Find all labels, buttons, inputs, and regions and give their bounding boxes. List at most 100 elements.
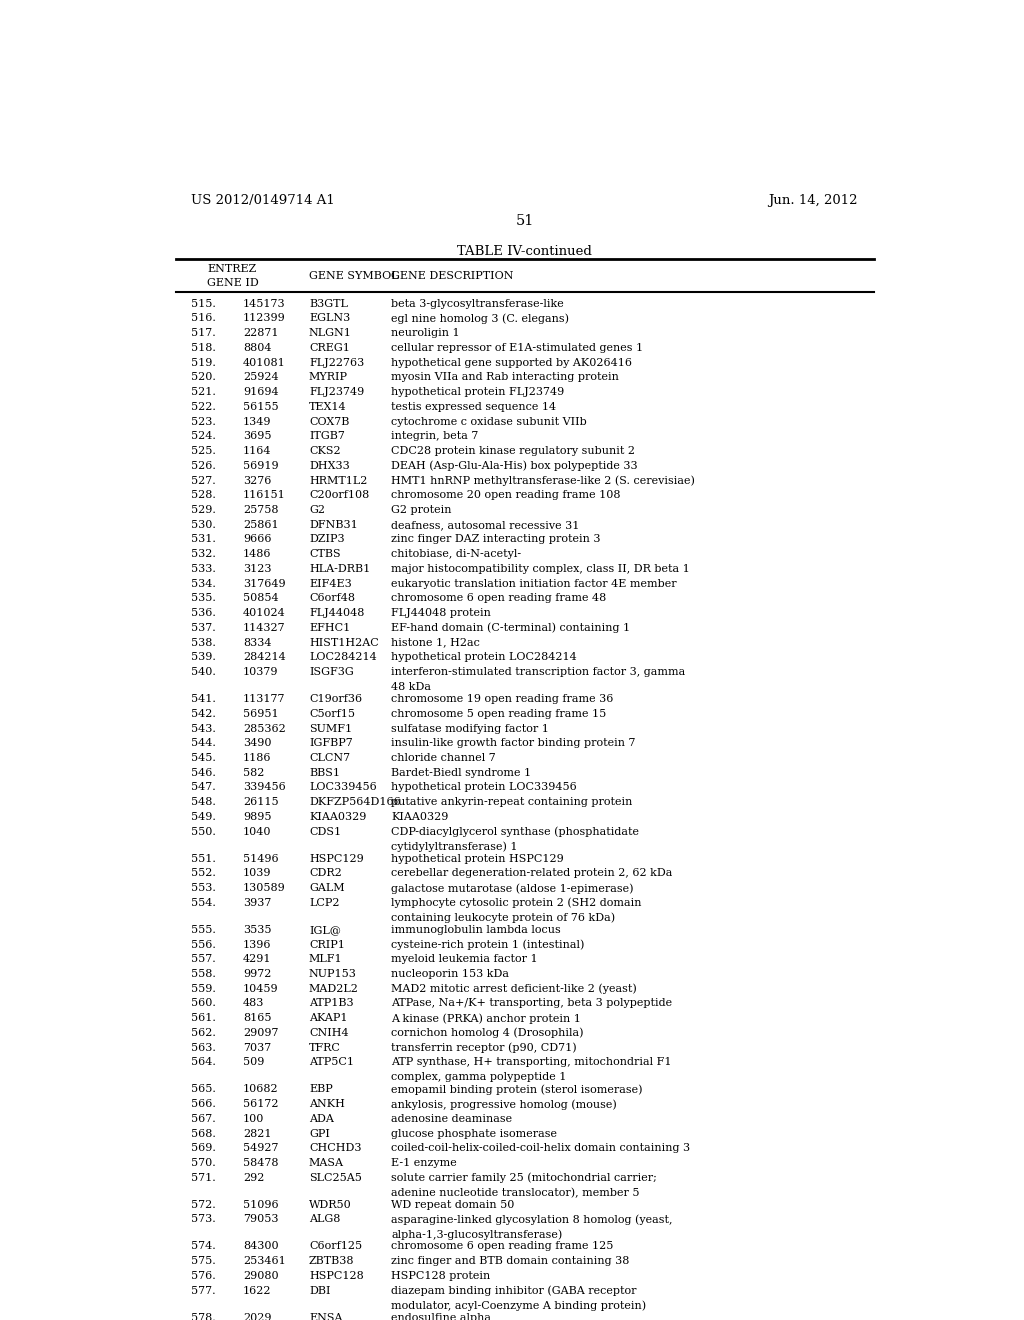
Text: glucose phosphate isomerase: glucose phosphate isomerase: [391, 1129, 557, 1139]
Text: hypothetical protein FLJ23749: hypothetical protein FLJ23749: [391, 387, 564, 397]
Text: 547.: 547.: [191, 783, 216, 792]
Text: 568.: 568.: [191, 1129, 216, 1139]
Text: US 2012/0149714 A1: US 2012/0149714 A1: [191, 194, 335, 207]
Text: 557.: 557.: [191, 954, 216, 964]
Text: 8334: 8334: [243, 638, 271, 648]
Text: 565.: 565.: [191, 1084, 216, 1094]
Text: cellular repressor of E1A-stimulated genes 1: cellular repressor of E1A-stimulated gen…: [391, 343, 644, 352]
Text: 112399: 112399: [243, 313, 286, 323]
Text: ENSA: ENSA: [309, 1312, 342, 1320]
Text: 509: 509: [243, 1057, 264, 1068]
Text: 401024: 401024: [243, 609, 286, 618]
Text: NLGN1: NLGN1: [309, 329, 352, 338]
Text: 526.: 526.: [191, 461, 216, 471]
Text: ADA: ADA: [309, 1114, 334, 1123]
Text: 564.: 564.: [191, 1057, 216, 1068]
Text: 542.: 542.: [191, 709, 216, 719]
Text: HMT1 hnRNP methyltransferase-like 2 (S. cerevisiae): HMT1 hnRNP methyltransferase-like 2 (S. …: [391, 475, 695, 486]
Text: cysteine-rich protein 1 (intestinal): cysteine-rich protein 1 (intestinal): [391, 940, 585, 950]
Text: deafness, autosomal recessive 31: deafness, autosomal recessive 31: [391, 520, 580, 529]
Text: NUP153: NUP153: [309, 969, 356, 979]
Text: 570.: 570.: [191, 1158, 216, 1168]
Text: E-1 enzyme: E-1 enzyme: [391, 1158, 458, 1168]
Text: complex, gamma polypeptide 1: complex, gamma polypeptide 1: [391, 1072, 567, 1082]
Text: 539.: 539.: [191, 652, 216, 663]
Text: 25758: 25758: [243, 506, 279, 515]
Text: MYRIP: MYRIP: [309, 372, 348, 383]
Text: 540.: 540.: [191, 667, 216, 677]
Text: 1486: 1486: [243, 549, 271, 560]
Text: 533.: 533.: [191, 564, 216, 574]
Text: 2029: 2029: [243, 1312, 271, 1320]
Text: CNIH4: CNIH4: [309, 1028, 348, 1038]
Text: 519.: 519.: [191, 358, 216, 367]
Text: 1039: 1039: [243, 869, 271, 878]
Text: FLJ23749: FLJ23749: [309, 387, 365, 397]
Text: 26115: 26115: [243, 797, 279, 808]
Text: IGFBP7: IGFBP7: [309, 738, 352, 748]
Text: 554.: 554.: [191, 898, 216, 908]
Text: 1040: 1040: [243, 826, 271, 837]
Text: 7037: 7037: [243, 1043, 271, 1052]
Text: 10682: 10682: [243, 1084, 279, 1094]
Text: MASA: MASA: [309, 1158, 344, 1168]
Text: 528.: 528.: [191, 490, 216, 500]
Text: 558.: 558.: [191, 969, 216, 979]
Text: myeloid leukemia factor 1: myeloid leukemia factor 1: [391, 954, 538, 964]
Text: 522.: 522.: [191, 401, 216, 412]
Text: FLJ22763: FLJ22763: [309, 358, 365, 367]
Text: DEAH (Asp-Glu-Ala-His) box polypeptide 33: DEAH (Asp-Glu-Ala-His) box polypeptide 3…: [391, 461, 638, 471]
Text: chromosome 6 open reading frame 48: chromosome 6 open reading frame 48: [391, 594, 607, 603]
Text: ISGF3G: ISGF3G: [309, 667, 353, 677]
Text: 531.: 531.: [191, 535, 216, 544]
Text: 22871: 22871: [243, 329, 279, 338]
Text: ATP5C1: ATP5C1: [309, 1057, 354, 1068]
Text: LCP2: LCP2: [309, 898, 339, 908]
Text: 79053: 79053: [243, 1214, 279, 1225]
Text: zinc finger and BTB domain containing 38: zinc finger and BTB domain containing 38: [391, 1257, 630, 1266]
Text: 1349: 1349: [243, 417, 271, 426]
Text: neuroligin 1: neuroligin 1: [391, 329, 460, 338]
Text: chromosome 19 open reading frame 36: chromosome 19 open reading frame 36: [391, 694, 613, 704]
Text: ENTREZ: ENTREZ: [207, 264, 257, 275]
Text: transferrin receptor (p90, CD71): transferrin receptor (p90, CD71): [391, 1043, 578, 1053]
Text: 50854: 50854: [243, 594, 279, 603]
Text: TABLE IV-continued: TABLE IV-continued: [458, 244, 592, 257]
Text: 9666: 9666: [243, 535, 271, 544]
Text: C20orf108: C20orf108: [309, 490, 370, 500]
Text: CTBS: CTBS: [309, 549, 341, 560]
Text: 4291: 4291: [243, 954, 271, 964]
Text: Bardet-Biedl syndrome 1: Bardet-Biedl syndrome 1: [391, 768, 531, 777]
Text: eukaryotic translation initiation factor 4E member: eukaryotic translation initiation factor…: [391, 578, 677, 589]
Text: MAD2 mitotic arrest deficient-like 2 (yeast): MAD2 mitotic arrest deficient-like 2 (ye…: [391, 983, 637, 994]
Text: 525.: 525.: [191, 446, 216, 455]
Text: DFNB31: DFNB31: [309, 520, 357, 529]
Text: 56155: 56155: [243, 401, 279, 412]
Text: 25924: 25924: [243, 372, 279, 383]
Text: 3937: 3937: [243, 898, 271, 908]
Text: 527.: 527.: [191, 475, 216, 486]
Text: 532.: 532.: [191, 549, 216, 560]
Text: 574.: 574.: [191, 1241, 216, 1251]
Text: diazepam binding inhibitor (GABA receptor: diazepam binding inhibitor (GABA recepto…: [391, 1286, 637, 1296]
Text: 3490: 3490: [243, 738, 271, 748]
Text: COX7B: COX7B: [309, 417, 349, 426]
Text: CREG1: CREG1: [309, 343, 350, 352]
Text: ALG8: ALG8: [309, 1214, 340, 1225]
Text: 10459: 10459: [243, 983, 279, 994]
Text: HSPC129: HSPC129: [309, 854, 364, 863]
Text: DHX33: DHX33: [309, 461, 349, 471]
Text: CDS1: CDS1: [309, 826, 341, 837]
Text: 317649: 317649: [243, 578, 286, 589]
Text: 1396: 1396: [243, 940, 271, 949]
Text: hypothetical protein HSPC129: hypothetical protein HSPC129: [391, 854, 564, 863]
Text: 571.: 571.: [191, 1172, 216, 1183]
Text: myosin VIIa and Rab interacting protein: myosin VIIa and Rab interacting protein: [391, 372, 620, 383]
Text: 523.: 523.: [191, 417, 216, 426]
Text: 29097: 29097: [243, 1028, 279, 1038]
Text: IGL@: IGL@: [309, 925, 341, 935]
Text: CDP-diacylglycerol synthase (phosphatidate: CDP-diacylglycerol synthase (phosphatida…: [391, 826, 639, 837]
Text: galactose mutarotase (aldose 1-epimerase): galactose mutarotase (aldose 1-epimerase…: [391, 883, 634, 894]
Text: CDC28 protein kinase regulatory subunit 2: CDC28 protein kinase regulatory subunit …: [391, 446, 636, 455]
Text: DBI: DBI: [309, 1286, 331, 1296]
